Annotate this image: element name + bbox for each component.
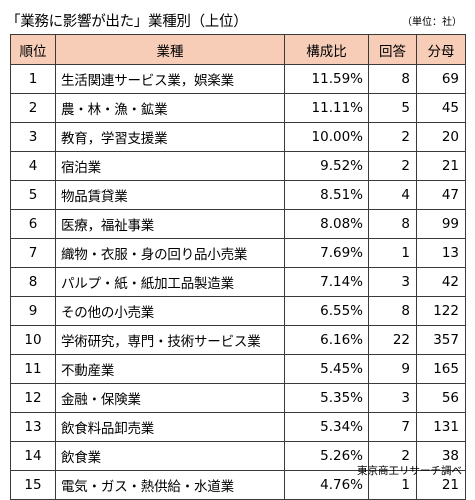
cell-ratio: 11.59% <box>284 64 369 94</box>
table-header: 順位 業種 構成比 回答 分母 <box>10 34 466 65</box>
table-row: 4 宿泊業 9.52% 2 21 <box>10 151 466 181</box>
cell-ratio: 8.08% <box>284 209 369 239</box>
cell-rank: 14 <box>10 441 56 471</box>
cell-industry: 電気・ガス・熱供給・水道業 <box>55 470 285 500</box>
cell-answers: 5 <box>368 93 417 123</box>
table-title: 「業務に影響が出た」業種別（上位） <box>6 14 248 30</box>
cell-denominator: 45 <box>416 93 466 123</box>
cell-denominator: 21 <box>416 151 466 181</box>
cell-rank: 1 <box>10 64 56 94</box>
cell-industry: 物品賃貸業 <box>55 180 285 210</box>
table-row: 14 飲食業 5.26% 2 38 <box>10 441 466 471</box>
cell-answers: 4 <box>368 180 417 210</box>
cell-answers: 7 <box>368 412 417 442</box>
cell-rank: 10 <box>10 325 56 355</box>
source-note: 東京商工リサーチ調べ <box>357 465 462 477</box>
cell-ratio: 6.16% <box>284 325 369 355</box>
header-ratio: 構成比 <box>284 34 369 65</box>
cell-ratio: 5.35% <box>284 383 369 413</box>
cell-denominator: 165 <box>416 354 466 384</box>
table-row: 12 金融・保険業 5.35% 3 56 <box>10 383 466 413</box>
cell-rank: 8 <box>10 267 56 297</box>
header-denominator: 分母 <box>416 34 466 65</box>
table-row: 7 織物・衣服・身の回り品小売業 7.69% 1 13 <box>10 238 466 268</box>
cell-answers: 2 <box>368 151 417 181</box>
table-row: 9 その他の小売業 6.55% 8 122 <box>10 296 466 326</box>
table-row: 1 生活関連サービス業，娯楽業 11.59% 8 69 <box>10 64 466 94</box>
cell-rank: 9 <box>10 296 56 326</box>
cell-answers: 8 <box>368 209 417 239</box>
cell-answers: 3 <box>368 383 417 413</box>
table-row: 11 不動産業 5.45% 9 165 <box>10 354 466 384</box>
cell-denominator: 42 <box>416 267 466 297</box>
cell-rank: 3 <box>10 122 56 152</box>
cell-ratio: 7.69% <box>284 238 369 268</box>
cell-industry: 宿泊業 <box>55 151 285 181</box>
cell-denominator: 69 <box>416 64 466 94</box>
cell-industry: 農・林・漁・鉱業 <box>55 93 285 123</box>
cell-rank: 13 <box>10 412 56 442</box>
cell-answers: 2 <box>368 122 417 152</box>
cell-answers: 9 <box>368 354 417 384</box>
cell-denominator: 357 <box>416 325 466 355</box>
cell-ratio: 5.26% <box>284 441 369 471</box>
cell-denominator: 38 <box>416 441 466 471</box>
table-row: 5 物品賃貸業 8.51% 4 47 <box>10 180 466 210</box>
cell-denominator: 99 <box>416 209 466 239</box>
cell-ratio: 10.00% <box>284 122 369 152</box>
cell-rank: 2 <box>10 93 56 123</box>
cell-denominator: 131 <box>416 412 466 442</box>
table-body: 1 生活関連サービス業，娯楽業 11.59% 8 69 2 農・林・漁・鉱業 11.11% 5 4… <box>10 64 466 500</box>
cell-industry: 不動産業 <box>55 354 285 384</box>
cell-answers: 2 <box>368 441 417 471</box>
cell-ratio: 5.45% <box>284 354 369 384</box>
header-answers: 回答 <box>368 34 417 65</box>
cell-ratio: 11.11% <box>284 93 369 123</box>
cell-denominator: 122 <box>416 296 466 326</box>
cell-ratio: 8.51% <box>284 180 369 210</box>
table-row: 10 学術研究，専門・技術サービス業 6.16% 22 357 <box>10 325 466 355</box>
cell-rank: 4 <box>10 151 56 181</box>
cell-denominator: 47 <box>416 180 466 210</box>
cell-rank: 11 <box>10 354 56 384</box>
cell-rank: 7 <box>10 238 56 268</box>
header-industry: 業種 <box>55 34 285 65</box>
cell-industry: 金融・保険業 <box>55 383 285 413</box>
cell-rank: 12 <box>10 383 56 413</box>
cell-denominator: 13 <box>416 238 466 268</box>
table-row: 8 パルプ・紙・紙加工品製造業 7.14% 3 42 <box>10 267 466 297</box>
cell-answers: 3 <box>368 267 417 297</box>
cell-industry: 教育，学習支援業 <box>55 122 285 152</box>
header-row: 順位 業種 構成比 回答 分母 <box>10 34 466 65</box>
cell-industry: 飲食業 <box>55 441 285 471</box>
cell-industry: 織物・衣服・身の回り品小売業 <box>55 238 285 268</box>
industry-ranking-table: 順位 業種 構成比 回答 分母 1 生活関連サービス業，娯楽業 11.59% 8 69 2… <box>10 34 466 500</box>
cell-rank: 5 <box>10 180 56 210</box>
cell-answers: 8 <box>368 64 417 94</box>
cell-answers: 22 <box>368 325 417 355</box>
cell-answers: 8 <box>368 296 417 326</box>
cell-denominator: 20 <box>416 122 466 152</box>
cell-ratio: 9.52% <box>284 151 369 181</box>
unit-note: （単位：社） <box>402 17 462 28</box>
table-row: 3 教育，学習支援業 10.00% 2 20 <box>10 122 466 152</box>
cell-ratio: 7.14% <box>284 267 369 297</box>
cell-industry: パルプ・紙・紙加工品製造業 <box>55 267 285 297</box>
table-row: 6 医療，福祉事業 8.08% 8 99 <box>10 209 466 239</box>
cell-industry: 学術研究，専門・技術サービス業 <box>55 325 285 355</box>
cell-rank: 6 <box>10 209 56 239</box>
table-row: 13 飲食料品卸売業 5.34% 7 131 <box>10 412 466 442</box>
cell-industry: その他の小売業 <box>55 296 285 326</box>
cell-ratio: 5.34% <box>284 412 369 442</box>
table-row: 2 農・林・漁・鉱業 11.11% 5 45 <box>10 93 466 123</box>
cell-denominator: 56 <box>416 383 466 413</box>
cell-industry: 飲食料品卸売業 <box>55 412 285 442</box>
cell-answers: 1 <box>368 238 417 268</box>
cell-rank: 15 <box>10 470 56 500</box>
header-rank: 順位 <box>10 34 56 65</box>
cell-industry: 医療，福祉事業 <box>55 209 285 239</box>
cell-ratio: 6.55% <box>284 296 369 326</box>
cell-industry: 生活関連サービス業，娯楽業 <box>55 64 285 94</box>
cell-ratio: 4.76% <box>284 470 369 500</box>
